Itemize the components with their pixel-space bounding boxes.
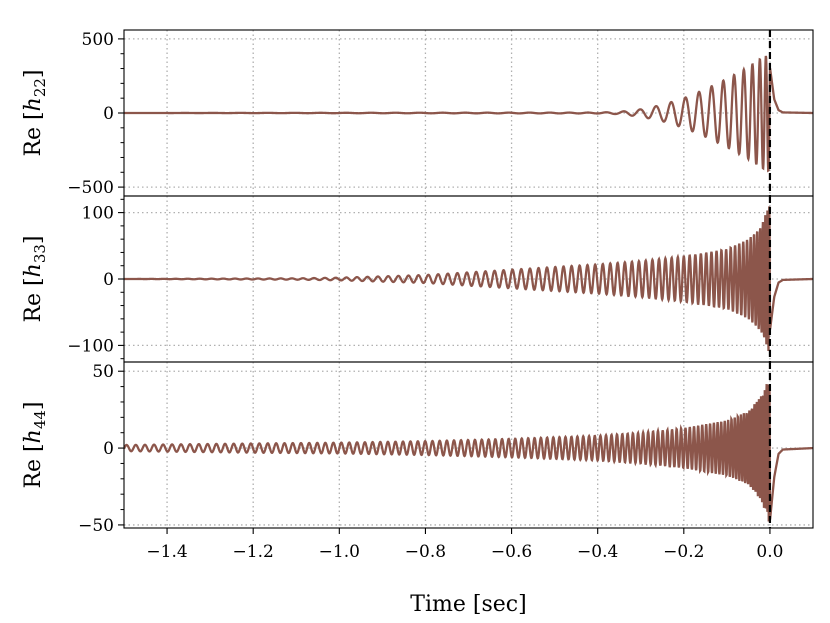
x-tick-label: −1.4	[146, 542, 187, 562]
y-tick-label: 0	[103, 104, 114, 124]
y-tick-label: −50	[78, 516, 114, 536]
panel-33: −100 0 100 Re [h33]	[21, 195, 814, 363]
waveform-line	[124, 384, 813, 522]
waveform-line	[124, 55, 813, 173]
y-tick-label: 100	[82, 204, 114, 224]
y-tick-label: −500	[67, 178, 114, 198]
y-tick-label: 0	[103, 439, 114, 459]
panel-frame	[123, 361, 814, 529]
y-tick-label: −100	[67, 336, 114, 356]
x-tick-label: 0.0	[756, 542, 783, 562]
x-tick-label: −0.6	[491, 542, 532, 562]
panel-44: −50 0 50 Re [h44] −1.4 −1.2 −1.0 −0.8 −0.6 −0.4 −0…	[21, 361, 814, 562]
panel-22: −500 0 500 Re [h22]	[21, 29, 814, 198]
y-tick-label: 50	[92, 362, 114, 382]
x-tick-label: −0.2	[663, 542, 704, 562]
y-axis-label: Re [h22]	[21, 69, 49, 156]
x-tick-label: −1.2	[233, 542, 274, 562]
y-tick-label: 500	[82, 30, 114, 50]
y-axis-label: Re [h33]	[21, 235, 49, 322]
y-axis-label: Re [h44]	[21, 401, 49, 488]
waveform-line	[124, 206, 813, 351]
x-tick-label: −0.8	[405, 542, 446, 562]
x-axis-label: Time [sec]	[410, 592, 526, 617]
x-tick-label: −0.4	[577, 542, 618, 562]
x-tick-label: −1.0	[319, 542, 360, 562]
y-tick-label: 0	[103, 270, 114, 290]
